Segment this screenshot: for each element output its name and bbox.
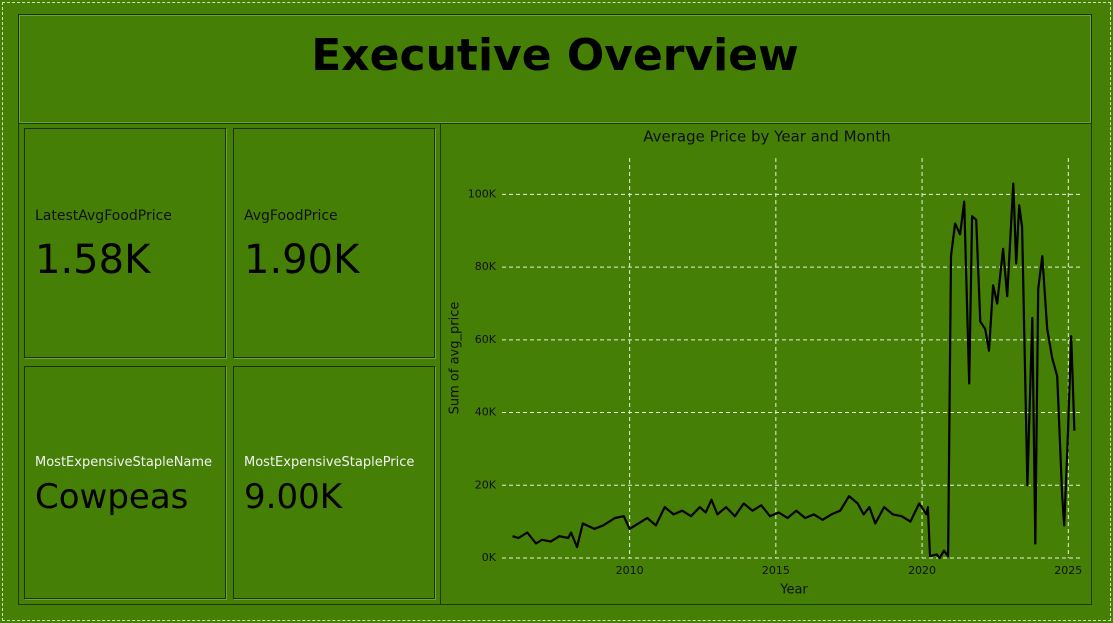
y-tick-label: 80K: [475, 260, 497, 273]
kpi-label: LatestAvgFoodPrice: [35, 208, 172, 224]
x-tick-label: 2015: [762, 564, 790, 577]
y-axis-label: Sum of avg_price: [448, 302, 463, 415]
y-tick-label: 100K: [468, 187, 497, 200]
x-axis-label: Year: [779, 583, 808, 598]
y-tick-label: 20K: [475, 478, 497, 491]
line-series: [512, 182, 1076, 560]
chart-title: Average Price by Year and Month: [643, 128, 890, 146]
y-tick-label: 60K: [475, 333, 497, 346]
kpi-card: LatestAvgFoodPrice 1.58K: [24, 128, 226, 358]
kpi-value: 1.90K: [244, 237, 360, 283]
kpi-label: MostExpensiveStapleName: [35, 455, 213, 470]
x-tick-label: 2010: [616, 564, 644, 577]
kpi-label: MostExpensiveStaplePrice: [244, 455, 415, 470]
kpi-card: AvgFoodPrice 1.90K: [233, 128, 435, 358]
kpi-value: 1.58K: [35, 237, 151, 283]
kpi-card: MostExpensiveStaplePrice 9.00K: [233, 366, 435, 599]
kpi-label: AvgFoodPrice: [244, 208, 338, 224]
kpi-value: Cowpeas: [35, 477, 189, 517]
chart-panel: [440, 123, 1092, 605]
x-tick-label: 2020: [908, 564, 936, 577]
kpi-value: 9.00K: [244, 477, 342, 517]
y-tick-label: 40K: [475, 406, 497, 419]
x-tick-label: 2025: [1054, 564, 1082, 577]
kpi-card: MostExpensiveStapleName Cowpeas: [24, 366, 226, 599]
y-tick-label: 0K: [482, 551, 497, 564]
